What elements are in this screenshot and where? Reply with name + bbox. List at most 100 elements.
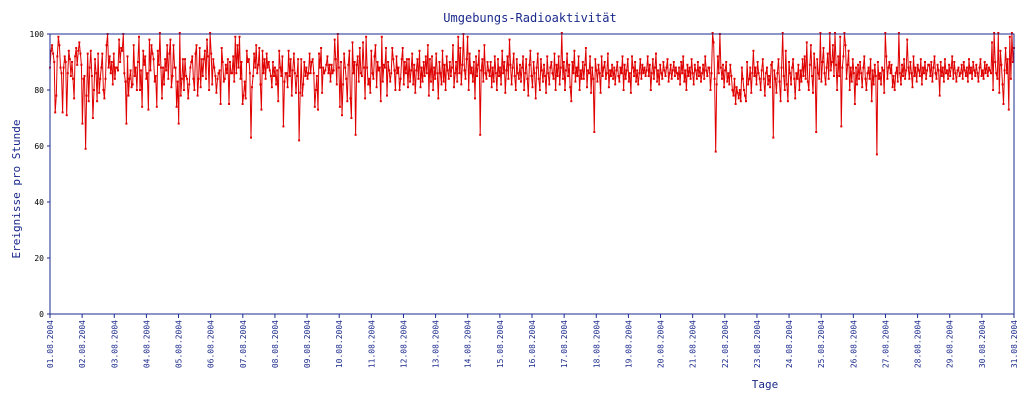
data-point xyxy=(529,49,532,52)
data-point xyxy=(708,66,711,69)
data-point xyxy=(821,61,824,63)
data-point xyxy=(621,55,624,58)
data-point xyxy=(118,38,121,41)
data-point xyxy=(325,63,328,66)
data-point xyxy=(257,63,260,66)
data-point xyxy=(253,52,256,55)
data-point xyxy=(907,66,910,69)
data-point xyxy=(342,83,345,86)
data-point xyxy=(520,80,522,83)
data-point xyxy=(383,66,386,69)
data-point xyxy=(234,35,237,38)
data-point xyxy=(776,72,779,75)
data-point xyxy=(450,66,453,69)
data-point xyxy=(960,63,963,66)
data-point xyxy=(861,86,864,89)
data-point xyxy=(250,136,252,139)
data-point xyxy=(768,75,771,77)
data-point xyxy=(618,80,621,83)
data-point xyxy=(770,63,773,66)
data-point xyxy=(357,80,360,83)
data-point xyxy=(734,103,737,105)
data-point xyxy=(442,80,445,83)
data-point xyxy=(505,69,508,72)
data-point xyxy=(60,72,63,75)
data-point xyxy=(528,63,531,66)
data-point xyxy=(839,35,842,38)
data-point xyxy=(461,63,464,66)
data-point xyxy=(78,41,81,44)
data-point xyxy=(470,66,473,69)
data-point xyxy=(80,63,83,66)
data-point xyxy=(782,75,785,77)
data-point xyxy=(296,75,298,77)
data-point xyxy=(67,49,70,52)
data-point xyxy=(800,80,803,83)
data-point xyxy=(655,52,657,55)
data-point xyxy=(792,58,795,61)
data-point xyxy=(704,55,707,58)
data-point xyxy=(436,72,439,75)
data-point xyxy=(193,89,196,91)
data-point xyxy=(559,66,562,69)
data-point xyxy=(203,49,206,52)
data-point xyxy=(954,72,957,75)
data-point xyxy=(483,44,486,47)
y-axis: 0 20 40 60 80 100 xyxy=(30,30,50,319)
data-point xyxy=(219,103,222,105)
data-point xyxy=(432,89,435,91)
data-point xyxy=(549,66,552,69)
data-point xyxy=(236,44,239,47)
data-point xyxy=(902,75,905,77)
data-point xyxy=(611,63,614,66)
data-point xyxy=(380,35,383,38)
data-point xyxy=(930,61,933,63)
data-point xyxy=(329,80,332,83)
data-point xyxy=(449,75,452,77)
data-point xyxy=(724,69,727,72)
data-point xyxy=(783,89,786,91)
data-point xyxy=(591,66,594,69)
data-point xyxy=(396,72,399,75)
data-point xyxy=(335,83,338,86)
data-point xyxy=(90,75,93,77)
data-point xyxy=(676,72,678,75)
data-point xyxy=(577,55,580,58)
data-point xyxy=(542,80,544,83)
data-point xyxy=(484,72,487,75)
data-point xyxy=(467,89,470,91)
data-point xyxy=(933,55,936,58)
data-point xyxy=(104,77,107,80)
data-point xyxy=(525,58,528,61)
data-point xyxy=(245,49,248,52)
data-point xyxy=(198,47,201,49)
data-point xyxy=(409,80,412,83)
data-point xyxy=(795,72,798,75)
data-point xyxy=(320,47,323,49)
data-point xyxy=(164,58,167,61)
data-point xyxy=(292,52,295,55)
data-point xyxy=(565,69,567,72)
data-point xyxy=(888,61,891,63)
data-point xyxy=(595,69,598,72)
data-point xyxy=(818,77,821,80)
data-point xyxy=(475,55,477,58)
data-point xyxy=(109,72,112,75)
data-point xyxy=(846,63,849,66)
data-point xyxy=(177,122,180,125)
data-point xyxy=(326,55,329,58)
data-point xyxy=(424,55,427,58)
data-point xyxy=(550,61,553,63)
data-point xyxy=(988,69,991,72)
data-point xyxy=(379,100,382,103)
data-point xyxy=(492,80,495,83)
data-point xyxy=(200,58,203,61)
data-point xyxy=(162,66,164,69)
data-point xyxy=(607,86,610,89)
data-point xyxy=(538,89,541,91)
data-point xyxy=(986,75,989,77)
data-point xyxy=(828,32,831,34)
data-point xyxy=(144,55,147,58)
data-point xyxy=(968,58,970,61)
data-point xyxy=(871,69,874,72)
